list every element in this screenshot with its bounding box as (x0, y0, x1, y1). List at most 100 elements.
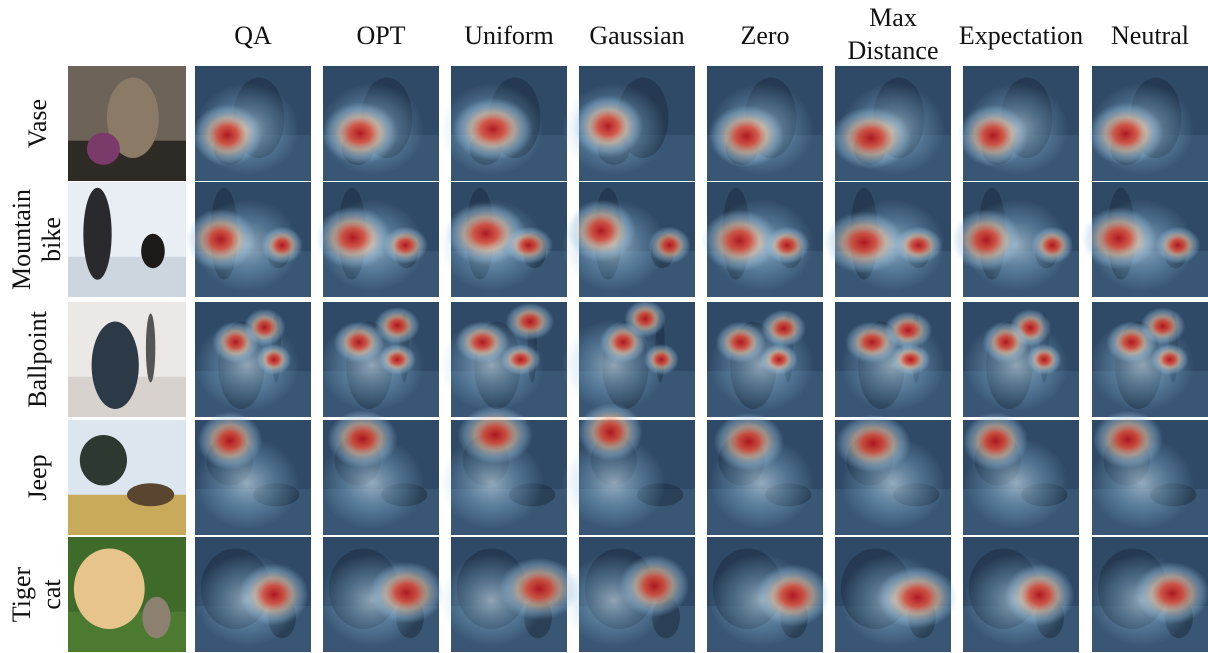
row-label: Jeep (23, 454, 52, 500)
heat-spot (573, 95, 643, 157)
heat-spot (455, 322, 509, 363)
image-object (141, 234, 165, 269)
heat-spot (649, 227, 691, 264)
heat-spot (1088, 103, 1163, 165)
column-header: Uniform (464, 21, 554, 50)
heatmap-image (1090, 537, 1208, 652)
heat-spot (186, 208, 256, 270)
column-header: OPT (356, 21, 405, 50)
image-object (146, 314, 155, 383)
heat-spot (566, 200, 636, 262)
heatmap-image (1090, 411, 1208, 535)
heat-spot (1134, 562, 1208, 624)
heat-spot (755, 565, 830, 627)
heatmap-image (835, 302, 951, 417)
image-ground (68, 257, 186, 297)
heatmap-image (195, 302, 311, 417)
heatmap-image (439, 302, 567, 417)
heat-spot (457, 406, 532, 464)
heat-spot (316, 207, 391, 269)
heat-spot (714, 413, 784, 471)
heatmap-image (707, 66, 823, 181)
row-label: bike (37, 217, 66, 262)
heat-spot (824, 211, 905, 273)
column-header: Max (869, 3, 917, 32)
heat-spot (958, 105, 1028, 167)
heatmap-image (195, 412, 311, 535)
heat-spot (831, 107, 912, 169)
heatmap-image (320, 66, 439, 181)
image-object (83, 188, 111, 280)
page: QAOPTUniformGaussianZeroMaxDistanceExpec… (0, 0, 1208, 653)
heatmap-image (439, 406, 567, 535)
heat-spot (383, 227, 428, 264)
row-label: cat (37, 579, 66, 610)
heat-spot (620, 555, 690, 617)
heatmap-image (951, 182, 1079, 297)
heat-spot (600, 322, 646, 363)
heatmap-image (439, 182, 567, 297)
heat-spot (369, 562, 444, 624)
column-header: Distance (848, 36, 939, 65)
row-label: Vase (23, 99, 52, 148)
heatmap-image (835, 415, 951, 535)
heat-spot (1005, 564, 1075, 626)
heat-spot (504, 227, 552, 264)
heat-spot (327, 410, 397, 468)
heat-spot (836, 415, 911, 473)
heatmap-image (320, 410, 439, 535)
heat-spot (578, 403, 643, 461)
heat-spot (1031, 227, 1073, 264)
heatmap-image (562, 537, 695, 652)
heat-spot (951, 209, 1021, 271)
heatmap-image (963, 412, 1079, 535)
column-header: Gaussian (589, 21, 684, 50)
original-image (68, 66, 186, 181)
heat-spot (452, 98, 533, 160)
heat-spot (261, 227, 303, 264)
heatmap-image (835, 537, 958, 652)
heat-spot (845, 322, 899, 363)
image-object (142, 597, 170, 638)
row-label: Mountain (7, 189, 36, 290)
original-image (68, 537, 186, 652)
heatmap-image (316, 182, 439, 297)
heat-spot (983, 322, 1029, 363)
row-label: Ballpoint (23, 310, 52, 408)
heatmap-image (562, 66, 695, 181)
heatmap-image (707, 413, 823, 535)
heatmap-image (562, 182, 695, 297)
column-header: Zero (740, 21, 789, 50)
heatmap-image (320, 537, 445, 652)
heat-spot (760, 344, 798, 375)
heatmap-image (831, 66, 951, 181)
heatmap-image (963, 302, 1079, 417)
column-header: QA (234, 21, 272, 50)
heat-spot (1155, 227, 1200, 264)
heatmap-image (702, 182, 823, 297)
heat-spot (1151, 344, 1189, 375)
heatmap-image (193, 66, 311, 181)
original-image (68, 420, 186, 535)
heat-spot (506, 303, 554, 340)
heatmap-image (439, 537, 579, 652)
heat-spot (1093, 411, 1163, 469)
original-image (68, 302, 186, 417)
heat-spot (764, 227, 809, 264)
heat-spot (1027, 344, 1062, 375)
heat-spot (709, 105, 784, 167)
heat-spot (256, 344, 291, 375)
heatmap-image (186, 182, 311, 297)
heat-spot (894, 227, 942, 264)
heatmap-image (562, 403, 695, 535)
image-object (127, 483, 174, 506)
heat-spot (761, 310, 806, 347)
heat-spot (378, 344, 416, 375)
heat-spot (716, 322, 766, 363)
heatmap-image (963, 537, 1079, 652)
heatmap-image (1090, 302, 1208, 417)
column-header: Neutral (1111, 21, 1189, 50)
heat-spot (334, 322, 384, 363)
image-object (80, 435, 127, 486)
heatmap-image (707, 537, 830, 652)
